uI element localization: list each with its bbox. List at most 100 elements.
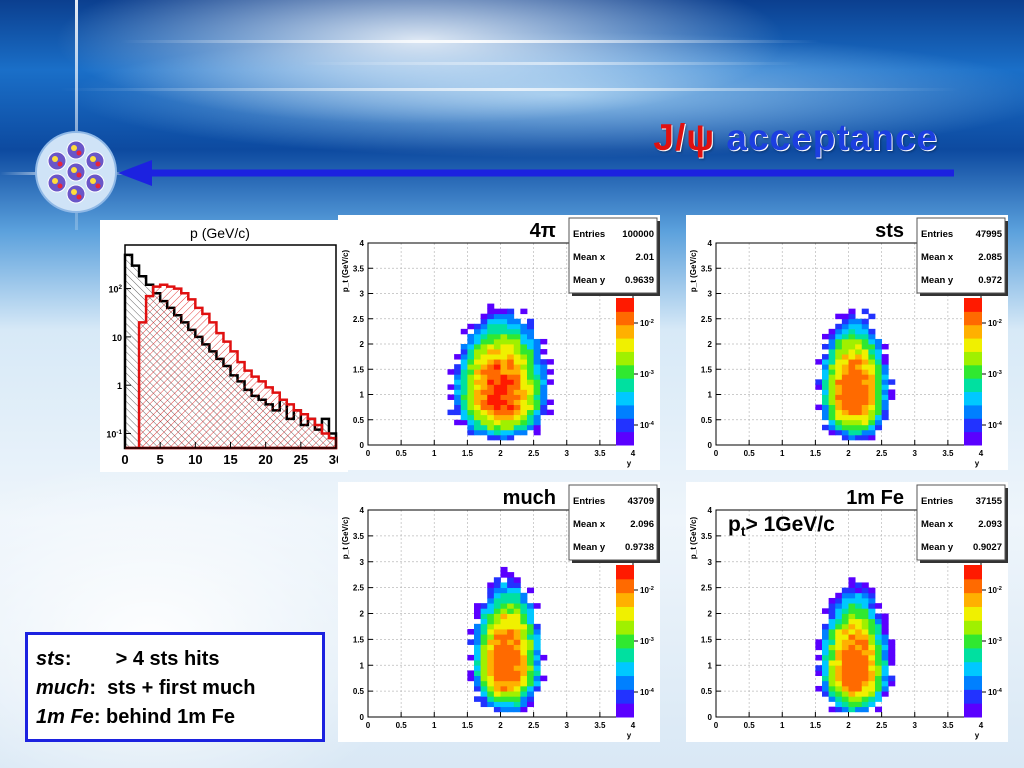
z-tick-label: 10-2 bbox=[988, 319, 1002, 328]
acceptance-cell bbox=[855, 634, 863, 640]
acceptance-cell bbox=[533, 634, 541, 640]
acceptance-cell bbox=[868, 369, 876, 375]
acceptance-cell bbox=[500, 318, 508, 325]
acceptance-cell bbox=[855, 691, 863, 697]
acceptance-cell bbox=[493, 313, 501, 320]
acceptance-cell bbox=[881, 369, 889, 375]
acceptance-cell bbox=[533, 414, 541, 421]
acceptance-cell bbox=[454, 404, 462, 411]
acceptance-cell bbox=[520, 639, 528, 645]
colorbar-segment bbox=[964, 364, 982, 379]
acceptance-cell bbox=[861, 374, 869, 380]
acceptance-cell bbox=[500, 424, 508, 431]
acceptance-cell bbox=[835, 613, 843, 620]
acceptance-cell bbox=[848, 592, 856, 599]
acceptance-cell bbox=[500, 644, 508, 651]
acceptance-cell bbox=[828, 634, 836, 640]
acceptance-cell bbox=[467, 404, 475, 411]
acceptance-cell bbox=[513, 613, 521, 620]
acceptance-cell bbox=[500, 572, 508, 578]
acceptance-cell bbox=[848, 333, 856, 340]
acceptance-cell bbox=[868, 629, 876, 635]
acceptance-cell bbox=[835, 696, 843, 702]
acceptance-cell bbox=[835, 394, 843, 400]
acceptance-cell bbox=[513, 665, 521, 671]
acceptance-cell bbox=[875, 369, 883, 375]
acceptance-cell bbox=[474, 379, 482, 385]
acceptance-cell bbox=[546, 369, 554, 375]
y-tick-label: 3 bbox=[360, 290, 365, 299]
acceptance-cell bbox=[835, 384, 843, 390]
acceptance-cell bbox=[861, 654, 869, 661]
acceptance-cell bbox=[513, 597, 521, 604]
x-tick-label: 0.5 bbox=[744, 449, 756, 458]
acceptance-cell bbox=[493, 706, 501, 713]
acceptance-cell bbox=[527, 384, 535, 390]
acceptance-cell bbox=[533, 603, 541, 609]
acceptance-cell bbox=[861, 597, 869, 604]
acceptance-cell bbox=[841, 409, 849, 416]
acceptance-cell bbox=[513, 364, 521, 370]
acceptance-cell bbox=[513, 670, 521, 676]
stat-label: Entries bbox=[921, 229, 953, 240]
acceptance-cell bbox=[513, 399, 521, 405]
acceptance-cell bbox=[533, 623, 541, 630]
acceptance-cell bbox=[855, 603, 863, 609]
acceptance-cell bbox=[875, 670, 883, 676]
acceptance-cell bbox=[507, 639, 515, 645]
acceptance-cell bbox=[487, 603, 495, 609]
acceptance-cell bbox=[527, 359, 535, 365]
acceptance-cell bbox=[828, 424, 836, 431]
acceptance-cell bbox=[507, 424, 515, 431]
acceptance-cell bbox=[527, 618, 535, 625]
acceptance-cell bbox=[868, 639, 876, 645]
colorbar-segment bbox=[964, 298, 982, 312]
acceptance-cell bbox=[841, 323, 849, 330]
acceptance-cell bbox=[520, 665, 528, 671]
x-tick-label: 0.5 bbox=[396, 449, 408, 458]
colorbar-segment bbox=[616, 675, 634, 690]
x-tick-label: 25 bbox=[294, 452, 308, 467]
acceptance-cell bbox=[841, 623, 849, 630]
acceptance-cell bbox=[493, 644, 501, 651]
acceptance-cell bbox=[848, 649, 856, 656]
acceptance-cell bbox=[848, 389, 856, 395]
acceptance-cell bbox=[480, 394, 488, 400]
acceptance-cell bbox=[841, 399, 849, 405]
acceptance-cell bbox=[474, 338, 482, 345]
acceptance-cell bbox=[500, 338, 508, 345]
acceptance-cell bbox=[855, 338, 863, 345]
colorbar-segment bbox=[616, 606, 634, 621]
acceptance-cell bbox=[467, 419, 475, 426]
acceptance-cell bbox=[513, 349, 521, 355]
acceptance-cell bbox=[875, 696, 883, 702]
acceptance-cell bbox=[487, 701, 495, 708]
colorbar-segment bbox=[616, 431, 634, 446]
acceptance-cell bbox=[875, 680, 883, 687]
acceptance-cell bbox=[493, 691, 501, 697]
acceptance-cell bbox=[855, 618, 863, 625]
colorbar-segment bbox=[964, 418, 982, 433]
acceptance-cell bbox=[520, 675, 528, 682]
acceptance-cell bbox=[540, 359, 548, 365]
acceptance-cell bbox=[474, 629, 482, 635]
acceptance-cell bbox=[868, 434, 876, 441]
acceptance-cell bbox=[493, 654, 501, 661]
acceptance-cell bbox=[474, 359, 482, 365]
acceptance-cell bbox=[855, 685, 863, 692]
acceptance-cell bbox=[493, 354, 501, 360]
acceptance-cell bbox=[520, 414, 528, 421]
acceptance-cell bbox=[520, 349, 528, 355]
acceptance-cell bbox=[513, 629, 521, 635]
acceptance-cell bbox=[533, 665, 541, 671]
acceptance-cell bbox=[888, 680, 896, 687]
x-axis-label: y bbox=[627, 731, 632, 740]
pt-cut-p: p bbox=[728, 513, 741, 536]
acceptance-cell bbox=[868, 670, 876, 676]
y-tick-label: 3.5 bbox=[353, 264, 365, 273]
acceptance-cell bbox=[500, 639, 508, 645]
acceptance-cell bbox=[822, 394, 830, 400]
acceptance-cell bbox=[540, 379, 548, 385]
acceptance-cell bbox=[487, 303, 495, 310]
